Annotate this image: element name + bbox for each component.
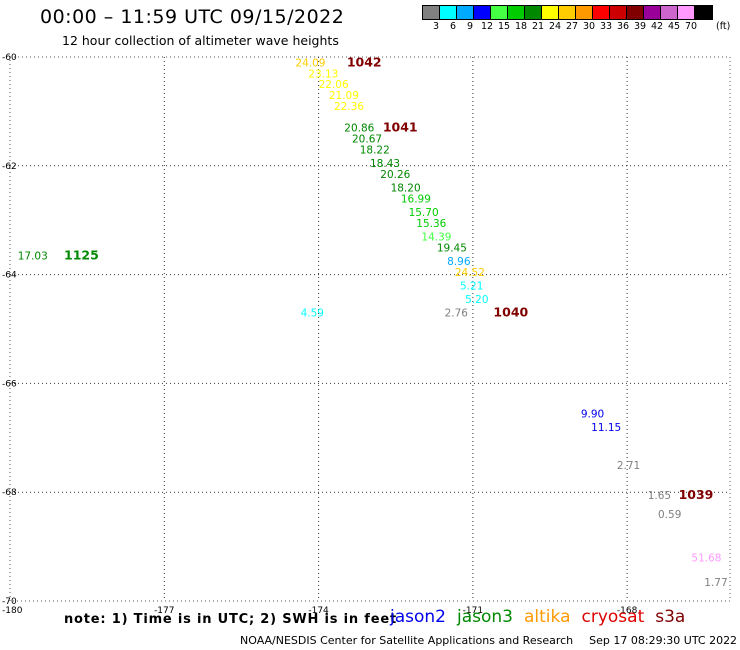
pass-id-label: 1125 bbox=[64, 248, 99, 263]
chart-subtitle: 12 hour collection of altimeter wave hei… bbox=[62, 33, 339, 48]
wave-height-label: 16.99 bbox=[401, 193, 431, 205]
legend-label: 24 bbox=[549, 21, 562, 32]
satellite-label-altika: altika bbox=[524, 607, 571, 627]
wave-height-label: 2.76 bbox=[445, 308, 469, 320]
chart-title: 00:00 – 11:59 UTC 09/15/2022 bbox=[40, 6, 345, 28]
legend-swatch bbox=[559, 6, 576, 19]
y-tick-label: -70 bbox=[2, 597, 17, 607]
wave-height-label: 4.59 bbox=[301, 308, 324, 320]
credit-text: NOAA/NESDIS Center for Satellite Applica… bbox=[240, 634, 574, 647]
satellite-key: jason2 jason3 altika cryosat s3a bbox=[390, 607, 696, 627]
wave-height-label: 20.26 bbox=[380, 169, 410, 181]
wave-height-label: 15.36 bbox=[416, 218, 446, 230]
satellite-label-jason2: jason2 bbox=[390, 607, 446, 627]
wave-height-label: 18.20 bbox=[391, 183, 421, 195]
pass-id-label: 1042 bbox=[347, 54, 382, 69]
wave-height-label: 5.21 bbox=[460, 280, 483, 292]
legend-swatch bbox=[508, 6, 525, 19]
legend-label: 33 bbox=[600, 21, 613, 32]
legend-swatch bbox=[661, 6, 678, 19]
x-tick-label: -171 bbox=[463, 606, 483, 616]
footer-credit-line: NOAA/NESDIS Center for Satellite Applica… bbox=[240, 634, 737, 647]
legend-label: 30 bbox=[583, 21, 596, 32]
wave-height-label: 21.09 bbox=[329, 90, 359, 102]
x-tick-label: -180 bbox=[2, 606, 23, 616]
pass-id-label: 1039 bbox=[679, 487, 714, 502]
pass-id-label: 1041 bbox=[383, 120, 418, 135]
legend-label: 70 bbox=[685, 21, 698, 32]
x-tick-label: -168 bbox=[617, 606, 638, 616]
legend-label: 27 bbox=[566, 21, 579, 32]
y-tick-label: -66 bbox=[2, 379, 17, 389]
wave-height-label: 17.03 bbox=[18, 251, 48, 263]
legend-label: 6 bbox=[450, 21, 457, 32]
satellite-label-jason3: jason3 bbox=[457, 607, 513, 627]
x-tick-label: -174 bbox=[308, 606, 329, 616]
legend-swatch bbox=[593, 6, 610, 19]
legend-swatch bbox=[627, 6, 644, 19]
y-tick-label: -64 bbox=[2, 271, 17, 281]
legend-swatch bbox=[525, 6, 542, 19]
legend-swatch bbox=[695, 6, 712, 19]
legend-swatch bbox=[457, 6, 474, 19]
legend-label: 36 bbox=[617, 21, 630, 32]
wave-height-label: 15.70 bbox=[409, 207, 439, 219]
legend-swatch bbox=[491, 6, 508, 19]
wave-height-label: 5.20 bbox=[465, 294, 488, 306]
wave-height-label: 18.43 bbox=[370, 158, 400, 170]
legend-label: 3 bbox=[433, 21, 440, 32]
legend-swatch bbox=[440, 6, 457, 19]
wave-height-label: 51.68 bbox=[691, 552, 721, 564]
legend-swatch bbox=[576, 6, 593, 19]
legend-label: 39 bbox=[634, 21, 647, 32]
wave-height-label: 22.06 bbox=[319, 79, 349, 91]
wave-height-label: 22.36 bbox=[334, 101, 364, 113]
wave-height-label: 1.65 bbox=[648, 490, 671, 502]
wave-height-label: 20.67 bbox=[352, 134, 382, 146]
y-tick-label: -62 bbox=[2, 162, 17, 172]
legend-swatch bbox=[644, 6, 661, 19]
wave-height-label: 23.13 bbox=[308, 68, 338, 80]
legend-swatch bbox=[610, 6, 627, 19]
legend-unit: (ft) bbox=[716, 21, 731, 32]
wave-height-label: 24.09 bbox=[295, 57, 325, 69]
legend-label: 18 bbox=[515, 21, 528, 32]
plot-frame bbox=[9, 56, 731, 602]
y-tick-label: -68 bbox=[2, 488, 17, 498]
x-tick-label: -177 bbox=[154, 606, 174, 616]
legend-label: 45 bbox=[668, 21, 681, 32]
wave-height-label: 8.96 bbox=[447, 256, 471, 268]
wave-height-label: 1.77 bbox=[704, 577, 727, 589]
wave-height-label: 14.39 bbox=[421, 232, 451, 244]
color-legend bbox=[422, 5, 713, 20]
legend-label: 12 bbox=[481, 21, 494, 32]
wave-height-label: 19.45 bbox=[437, 242, 467, 254]
legend-label: 9 bbox=[467, 21, 474, 32]
wave-height-label: 24.52 bbox=[455, 267, 485, 279]
wave-height-label: 9.90 bbox=[581, 408, 604, 420]
legend-swatch bbox=[474, 6, 491, 19]
wave-height-label: 0.59 bbox=[658, 509, 681, 521]
legend-swatch bbox=[542, 6, 559, 19]
pass-id-label: 1040 bbox=[493, 305, 528, 320]
wave-height-label: 2.71 bbox=[617, 460, 640, 472]
generated-timestamp: Sep 17 08:29:30 UTC 2022 bbox=[589, 634, 738, 647]
wave-height-label: 11.15 bbox=[591, 422, 621, 434]
legend-label: 21 bbox=[532, 21, 545, 32]
legend-label: 15 bbox=[498, 21, 511, 32]
wave-height-label: 20.86 bbox=[344, 123, 374, 135]
satellite-label-cryosat: cryosat bbox=[581, 607, 645, 627]
wave-height-label: 18.22 bbox=[360, 144, 390, 156]
satellite-label-s3a: s3a bbox=[655, 607, 686, 627]
footer-note: note: 1) Time is in UTC; 2) SWH is in fe… bbox=[64, 612, 397, 627]
y-tick-label: -60 bbox=[2, 53, 17, 63]
legend-label: 42 bbox=[651, 21, 664, 32]
legend-swatch bbox=[678, 6, 695, 19]
legend-swatch bbox=[423, 6, 440, 19]
